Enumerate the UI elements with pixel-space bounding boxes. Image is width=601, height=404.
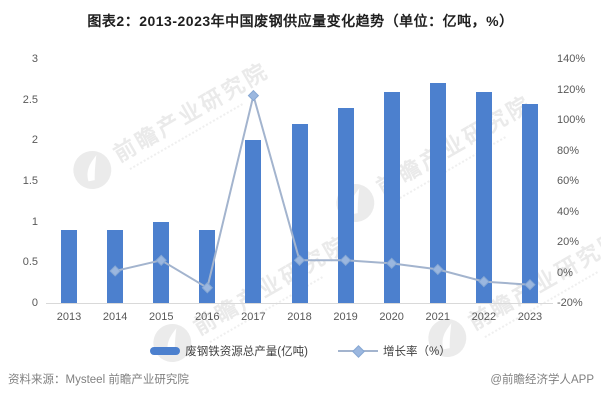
qianzhan-logo-icon bbox=[336, 184, 375, 222]
left-axis-tick-label: 3 bbox=[31, 53, 38, 65]
right-axis-tick-label: 120% bbox=[557, 83, 586, 96]
bar-2017 bbox=[245, 140, 262, 303]
bar-2022 bbox=[475, 91, 492, 303]
bar-2019 bbox=[337, 107, 354, 303]
x-axis-label-2016: 2016 bbox=[195, 311, 220, 323]
bar-2021 bbox=[429, 83, 446, 303]
legend-label-growth: 增长率（%） bbox=[382, 346, 451, 358]
right-axis-tick-label: 40% bbox=[557, 205, 580, 218]
bar-2013 bbox=[61, 229, 78, 303]
qianzhan-logo-icon bbox=[73, 151, 112, 189]
x-axis-label-2015: 2015 bbox=[148, 311, 174, 323]
bar-2016 bbox=[199, 229, 216, 303]
diamond-marker-icon bbox=[352, 345, 365, 358]
chart-title: 图表2：2013-2023年中国废钢供应量变化趋势（单位：亿吨，%） bbox=[87, 13, 514, 29]
bar-2018 bbox=[291, 124, 308, 303]
left-axis-tick-label: 0.5 bbox=[22, 256, 38, 269]
left-axis-tick-label: 1.5 bbox=[22, 175, 38, 187]
legend-label-output: 废钢铁资源总产量(亿吨) bbox=[185, 346, 308, 358]
x-axis-label-2021: 2021 bbox=[425, 311, 450, 323]
legend-item-output: 废钢铁资源总产量(亿吨) bbox=[150, 343, 308, 359]
left-axis-tick-label: 2 bbox=[31, 134, 38, 147]
left-axis-tick-label: 2.5 bbox=[22, 93, 38, 106]
right-axis-tick-label: 20% bbox=[557, 236, 580, 248]
right-axis-tick-label: -20% bbox=[557, 297, 583, 309]
bar-2014 bbox=[107, 229, 124, 303]
x-axis-label-2023: 2023 bbox=[517, 311, 543, 323]
bar-2020 bbox=[383, 91, 400, 303]
watermark: 前瞻产业研究院 bbox=[420, 220, 601, 366]
left-axis-tick-label: 0 bbox=[31, 297, 38, 309]
legend-item-growth: 增长率（%） bbox=[337, 343, 451, 359]
watermark: 前瞻产业研究院 bbox=[65, 52, 277, 198]
line-swatch-icon bbox=[337, 345, 378, 358]
source-text: 资料来源：Mysteel 前瞻产业研究院 bbox=[8, 374, 189, 386]
qianzhan-logo-icon bbox=[428, 319, 467, 357]
right-axis-tick-label: 140% bbox=[557, 53, 586, 65]
right-axis-tick-label: 60% bbox=[557, 175, 580, 187]
legend: 废钢铁资源总产量(亿吨) 增长率（%） bbox=[0, 343, 601, 359]
bar-swatch-icon bbox=[150, 347, 181, 355]
x-axis-label-2022: 2022 bbox=[471, 311, 497, 323]
bar-2015 bbox=[153, 221, 170, 303]
bar-2023 bbox=[521, 103, 538, 303]
brand-text: @前瞻经济学人APP bbox=[490, 374, 594, 386]
x-axis-label-2017: 2017 bbox=[241, 311, 266, 323]
x-axis-label-2020: 2020 bbox=[379, 311, 404, 323]
x-axis-line bbox=[46, 303, 553, 304]
right-axis-tick-label: 0% bbox=[557, 266, 573, 279]
right-axis-tick-label: 100% bbox=[557, 114, 586, 126]
x-axis-label-2019: 2019 bbox=[333, 311, 358, 323]
left-axis-tick-label: 1 bbox=[31, 215, 38, 228]
x-axis-label-2018: 2018 bbox=[287, 311, 312, 323]
x-axis-label-2014: 2014 bbox=[102, 311, 128, 323]
right-axis-tick-label: 80% bbox=[557, 144, 580, 157]
x-axis-label-2013: 2013 bbox=[56, 311, 82, 323]
